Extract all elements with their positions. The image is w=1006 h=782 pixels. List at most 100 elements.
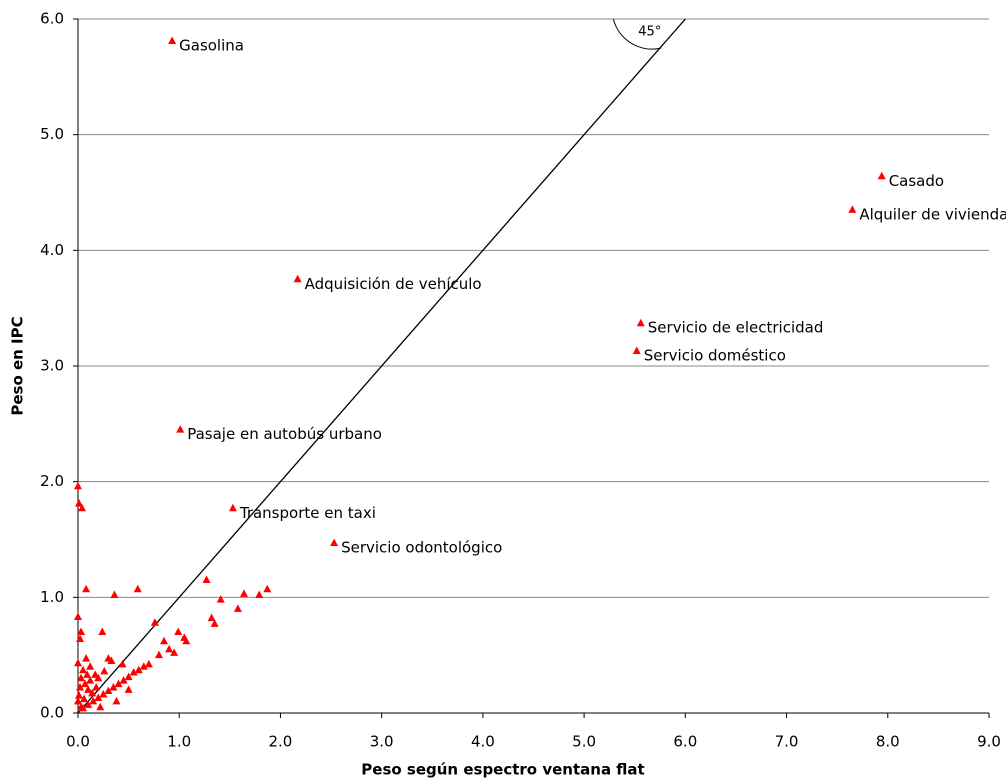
marker — [96, 702, 105, 711]
marker — [129, 668, 138, 676]
marker — [89, 696, 98, 705]
marker — [228, 503, 237, 512]
marker — [165, 644, 174, 653]
point-label: Servicio odontológico — [341, 538, 502, 556]
marker — [84, 685, 93, 693]
x-tick-label: 0.0 — [66, 733, 90, 751]
x-axis-title: Peso según espectro ventana flat — [361, 761, 644, 779]
marker — [104, 686, 113, 695]
marker — [83, 670, 92, 678]
marker — [216, 595, 225, 603]
marker — [74, 696, 82, 705]
y-tick-label: 1.0 — [40, 588, 64, 606]
marker — [74, 658, 82, 667]
marker — [82, 584, 91, 593]
marker — [74, 612, 82, 620]
y-tick-label: 2.0 — [40, 472, 64, 490]
marker — [114, 679, 123, 688]
marker — [848, 205, 857, 213]
marker — [92, 683, 101, 691]
marker — [124, 685, 133, 693]
marker — [88, 688, 97, 697]
y-axis-title: Peso en IPC — [9, 316, 27, 415]
marker — [100, 666, 109, 675]
y-tick-label: 5.0 — [40, 125, 64, 143]
point-label: Servicio de electricidad — [648, 319, 824, 337]
x-tick-label: 5.0 — [572, 733, 596, 751]
marker — [112, 696, 121, 705]
marker — [160, 636, 169, 645]
marker — [94, 673, 103, 682]
marker — [110, 590, 119, 599]
marker — [210, 619, 219, 627]
marker — [76, 634, 85, 642]
marker — [109, 683, 118, 691]
marker — [134, 665, 143, 674]
marker — [255, 590, 264, 599]
marker — [74, 481, 82, 490]
y-tick-label: 3.0 — [40, 357, 64, 375]
reference-line — [77, 18, 686, 714]
x-tick-label: 7.0 — [775, 733, 799, 751]
marker — [636, 318, 645, 327]
marker — [133, 584, 142, 593]
marker — [99, 689, 108, 698]
marker — [176, 425, 185, 433]
x-tick-label: 2.0 — [269, 733, 293, 751]
marker — [98, 627, 107, 636]
point-label: Transporte en taxi — [239, 504, 376, 522]
marker — [78, 503, 87, 512]
marker — [202, 575, 211, 583]
x-tick-label: 3.0 — [370, 733, 394, 751]
marker — [104, 654, 113, 662]
x-tick-label: 1.0 — [167, 733, 191, 751]
marker — [144, 659, 153, 668]
marker — [119, 676, 128, 684]
point-label: Alquiler de vivienda — [859, 205, 1006, 223]
y-tick-label: 0.0 — [40, 704, 64, 722]
marker — [75, 499, 84, 507]
x-tick-label: 6.0 — [673, 733, 697, 751]
marker — [233, 604, 242, 612]
marker — [877, 171, 886, 180]
marker — [86, 676, 95, 684]
marker — [86, 662, 95, 670]
marker — [240, 589, 249, 597]
marker — [293, 274, 302, 283]
point-label: Gasolina — [179, 36, 244, 54]
point-label: Casado — [889, 172, 944, 190]
marker — [77, 673, 86, 682]
marker — [174, 627, 183, 636]
y-tick-label: 6.0 — [40, 10, 64, 28]
x-tick-label: 8.0 — [876, 733, 900, 751]
marker — [75, 691, 84, 699]
marker — [81, 679, 90, 688]
x-tick-label: 4.0 — [471, 733, 495, 751]
marker — [118, 659, 127, 668]
point-label: Adquisición de vehículo — [305, 275, 482, 293]
marker — [139, 662, 148, 670]
marker — [79, 665, 88, 674]
marker — [150, 618, 159, 626]
marker — [263, 584, 272, 593]
y-tick-label: 4.0 — [40, 241, 64, 259]
x-tick-label: 9.0 — [977, 733, 1001, 751]
marker — [330, 538, 339, 546]
marker — [94, 693, 103, 701]
angle-arc — [612, 18, 662, 50]
marker — [182, 636, 191, 645]
marker — [124, 672, 133, 681]
marker — [168, 36, 177, 44]
marker — [77, 702, 86, 711]
marker — [80, 694, 89, 703]
marker — [207, 613, 216, 622]
point-label: Servicio doméstico — [644, 346, 786, 364]
marker — [632, 346, 641, 354]
marker — [77, 627, 86, 636]
marker — [170, 648, 179, 656]
angle-label: 45° — [638, 25, 661, 40]
marker — [84, 700, 93, 708]
marker — [76, 683, 85, 691]
